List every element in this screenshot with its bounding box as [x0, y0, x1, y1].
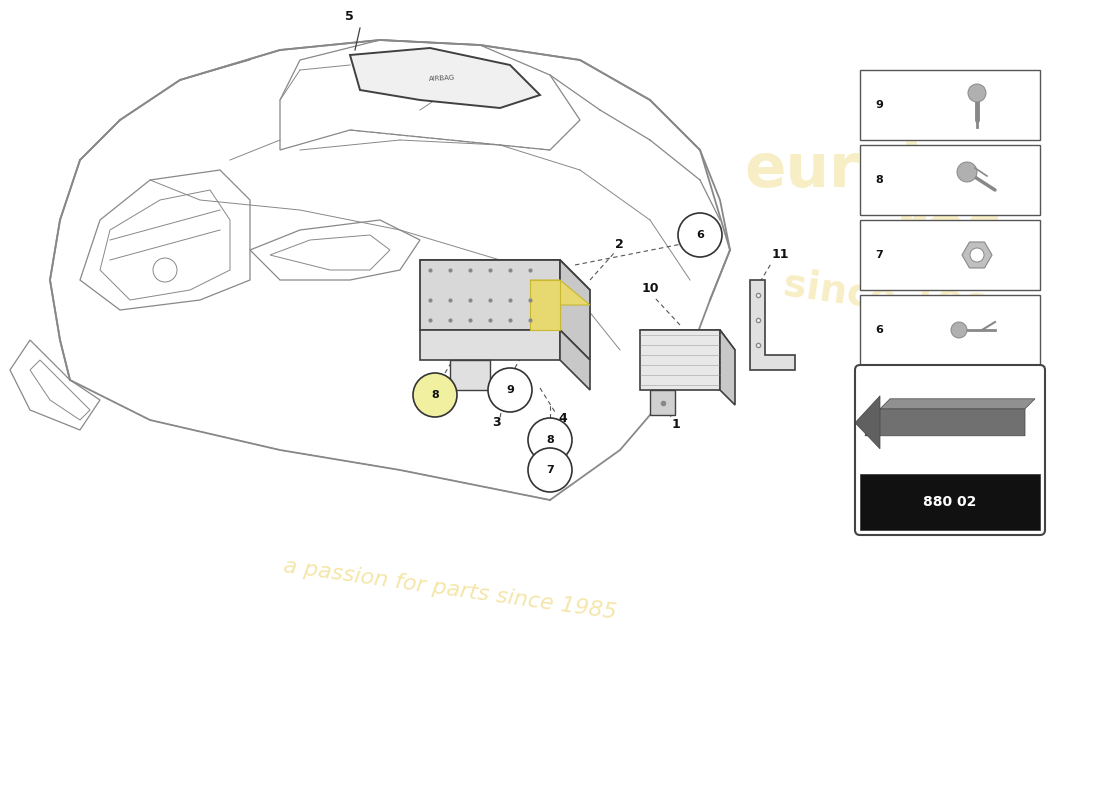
FancyBboxPatch shape	[860, 70, 1040, 140]
Circle shape	[528, 448, 572, 492]
Text: 4: 4	[558, 412, 566, 425]
Circle shape	[528, 418, 572, 462]
Text: 6: 6	[874, 325, 883, 335]
Text: 6: 6	[696, 230, 704, 240]
FancyBboxPatch shape	[855, 365, 1045, 535]
Polygon shape	[865, 409, 1025, 436]
Text: since 1985: since 1985	[781, 265, 1019, 335]
Text: 8: 8	[546, 435, 554, 445]
Text: 5: 5	[345, 10, 354, 23]
Text: eurobra: eurobra	[744, 141, 1016, 199]
Polygon shape	[880, 398, 1035, 409]
Polygon shape	[420, 260, 560, 330]
Text: 2: 2	[615, 238, 624, 251]
Polygon shape	[530, 280, 560, 330]
Circle shape	[678, 213, 722, 257]
Text: 9: 9	[506, 385, 514, 395]
Text: 11: 11	[772, 248, 790, 261]
Polygon shape	[420, 260, 590, 290]
Polygon shape	[650, 390, 675, 415]
Polygon shape	[855, 396, 880, 449]
FancyBboxPatch shape	[860, 295, 1040, 365]
Text: 8: 8	[874, 175, 882, 185]
FancyBboxPatch shape	[860, 145, 1040, 215]
Text: 9: 9	[874, 100, 883, 110]
Text: 7: 7	[874, 250, 882, 260]
Polygon shape	[420, 330, 560, 360]
Polygon shape	[530, 280, 590, 305]
Polygon shape	[450, 360, 490, 390]
Text: AIRBAG: AIRBAG	[429, 74, 455, 82]
Polygon shape	[560, 260, 590, 360]
Circle shape	[488, 368, 532, 412]
Circle shape	[970, 248, 985, 262]
Text: 8: 8	[431, 390, 439, 400]
FancyBboxPatch shape	[860, 220, 1040, 290]
Circle shape	[412, 373, 456, 417]
Text: 3: 3	[492, 416, 500, 429]
Polygon shape	[350, 48, 540, 108]
Circle shape	[968, 84, 986, 102]
Text: 7: 7	[546, 465, 554, 475]
Text: 10: 10	[642, 282, 660, 295]
Text: 1: 1	[672, 418, 681, 431]
Polygon shape	[640, 330, 720, 390]
Polygon shape	[750, 280, 795, 370]
Text: res: res	[896, 201, 1004, 259]
Text: 880 02: 880 02	[923, 495, 977, 509]
Text: a passion for parts since 1985: a passion for parts since 1985	[282, 557, 618, 623]
Polygon shape	[640, 330, 735, 350]
Circle shape	[952, 322, 967, 338]
Polygon shape	[962, 242, 992, 268]
Circle shape	[957, 162, 977, 182]
Polygon shape	[560, 330, 590, 390]
Polygon shape	[720, 330, 735, 405]
Bar	[860, 474, 1040, 530]
